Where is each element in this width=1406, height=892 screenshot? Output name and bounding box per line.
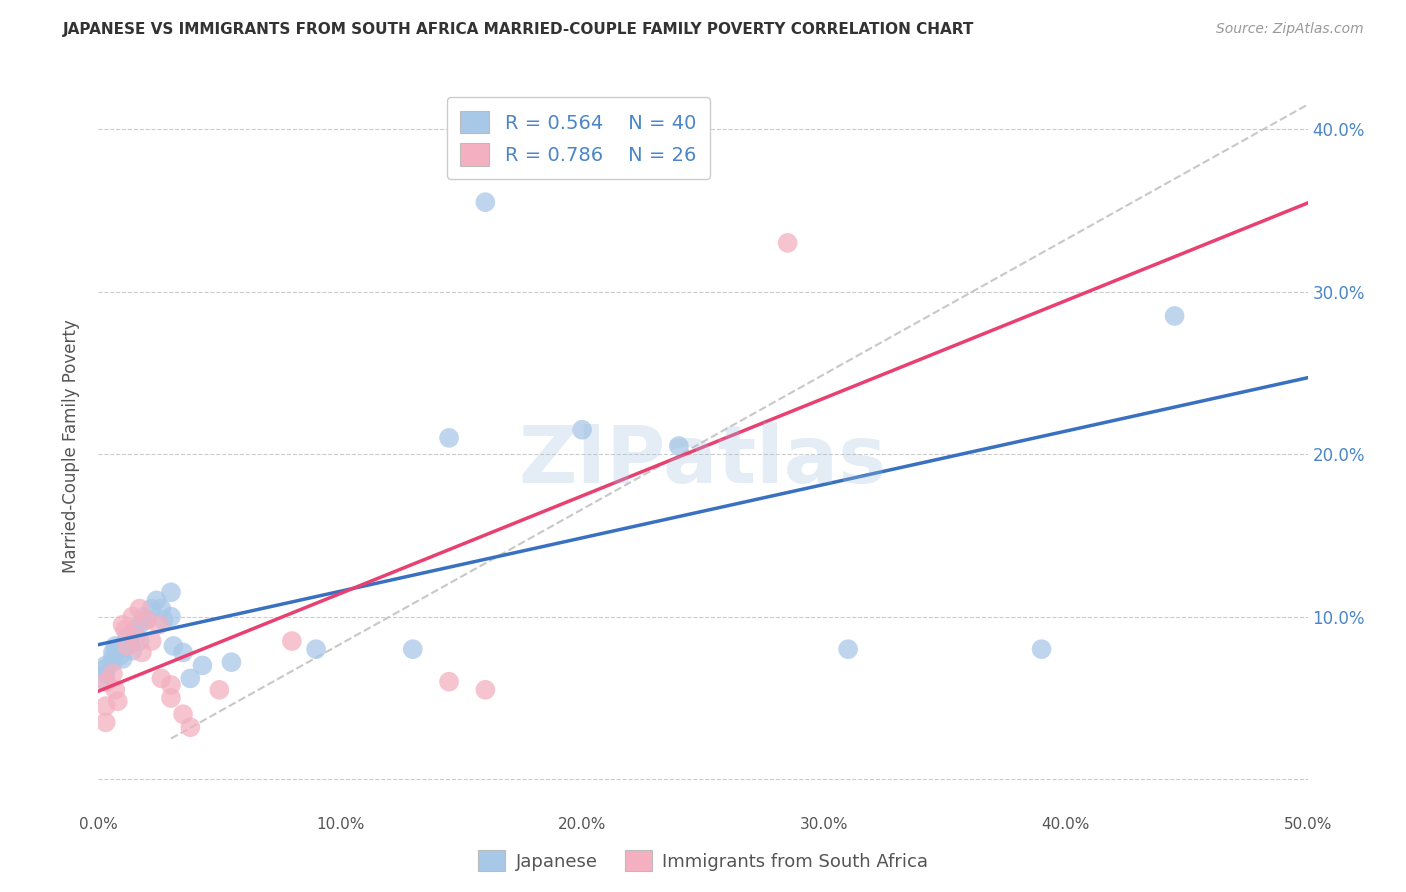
Point [179,672,201,686]
Point [101,650,124,665]
Text: ZIPatlas: ZIPatlas [519,422,887,500]
Point [104,682,127,697]
Point [117,639,139,653]
Point [1163,309,1185,323]
Point [160,609,183,624]
Point [150,672,173,686]
Y-axis label: Married-Couple Family Poverty: Married-Couple Family Poverty [62,319,80,573]
Point [134,609,156,624]
Point [94,658,117,673]
Point [141,601,163,615]
Point [107,694,129,708]
Point [94,699,117,714]
Point [152,613,174,627]
Point [474,195,496,210]
Point [141,634,163,648]
Point [305,642,328,657]
Point [191,658,214,673]
Point [124,629,146,643]
Point [128,601,150,615]
Point [281,634,304,648]
Point [221,655,243,669]
Point [94,715,117,730]
Point [160,585,183,599]
Point [160,678,183,692]
Point [124,623,146,637]
Point [162,639,184,653]
Point [208,682,231,697]
Point [668,439,690,453]
Point [128,617,150,632]
Point [148,617,170,632]
Point [160,690,183,705]
Point [118,637,141,651]
Point [94,662,117,676]
Point [94,674,117,689]
Point [121,609,143,624]
Legend: Japanese, Immigrants from South Africa: Japanese, Immigrants from South Africa [471,843,935,879]
Point [107,642,129,657]
Point [179,720,201,734]
Point [437,674,460,689]
Point [1031,642,1053,657]
Point [474,682,496,697]
Point [776,235,799,250]
Text: Source: ZipAtlas.com: Source: ZipAtlas.com [1216,22,1364,37]
Point [104,639,127,653]
Point [101,655,124,669]
Point [571,423,593,437]
Point [145,593,167,607]
Point [128,634,150,648]
Point [101,645,124,659]
Point [172,707,194,722]
Point [111,652,134,666]
Legend: R = 0.564    N = 40, R = 0.786    N = 26: R = 0.564 N = 40, R = 0.786 N = 26 [447,97,710,179]
Point [101,666,124,681]
Point [172,645,194,659]
Point [837,642,859,657]
Point [117,629,139,643]
Point [94,666,117,681]
Point [131,645,153,659]
Text: JAPANESE VS IMMIGRANTS FROM SOUTH AFRICA MARRIED-COUPLE FAMILY POVERTY CORRELATI: JAPANESE VS IMMIGRANTS FROM SOUTH AFRICA… [63,22,974,37]
Point [94,674,117,689]
Point [111,639,134,653]
Point [402,642,425,657]
Point [135,613,157,627]
Point [111,617,134,632]
Point [108,648,131,663]
Point [437,431,460,445]
Point [150,601,173,615]
Point [135,613,157,627]
Point [121,644,143,658]
Point [114,623,136,637]
